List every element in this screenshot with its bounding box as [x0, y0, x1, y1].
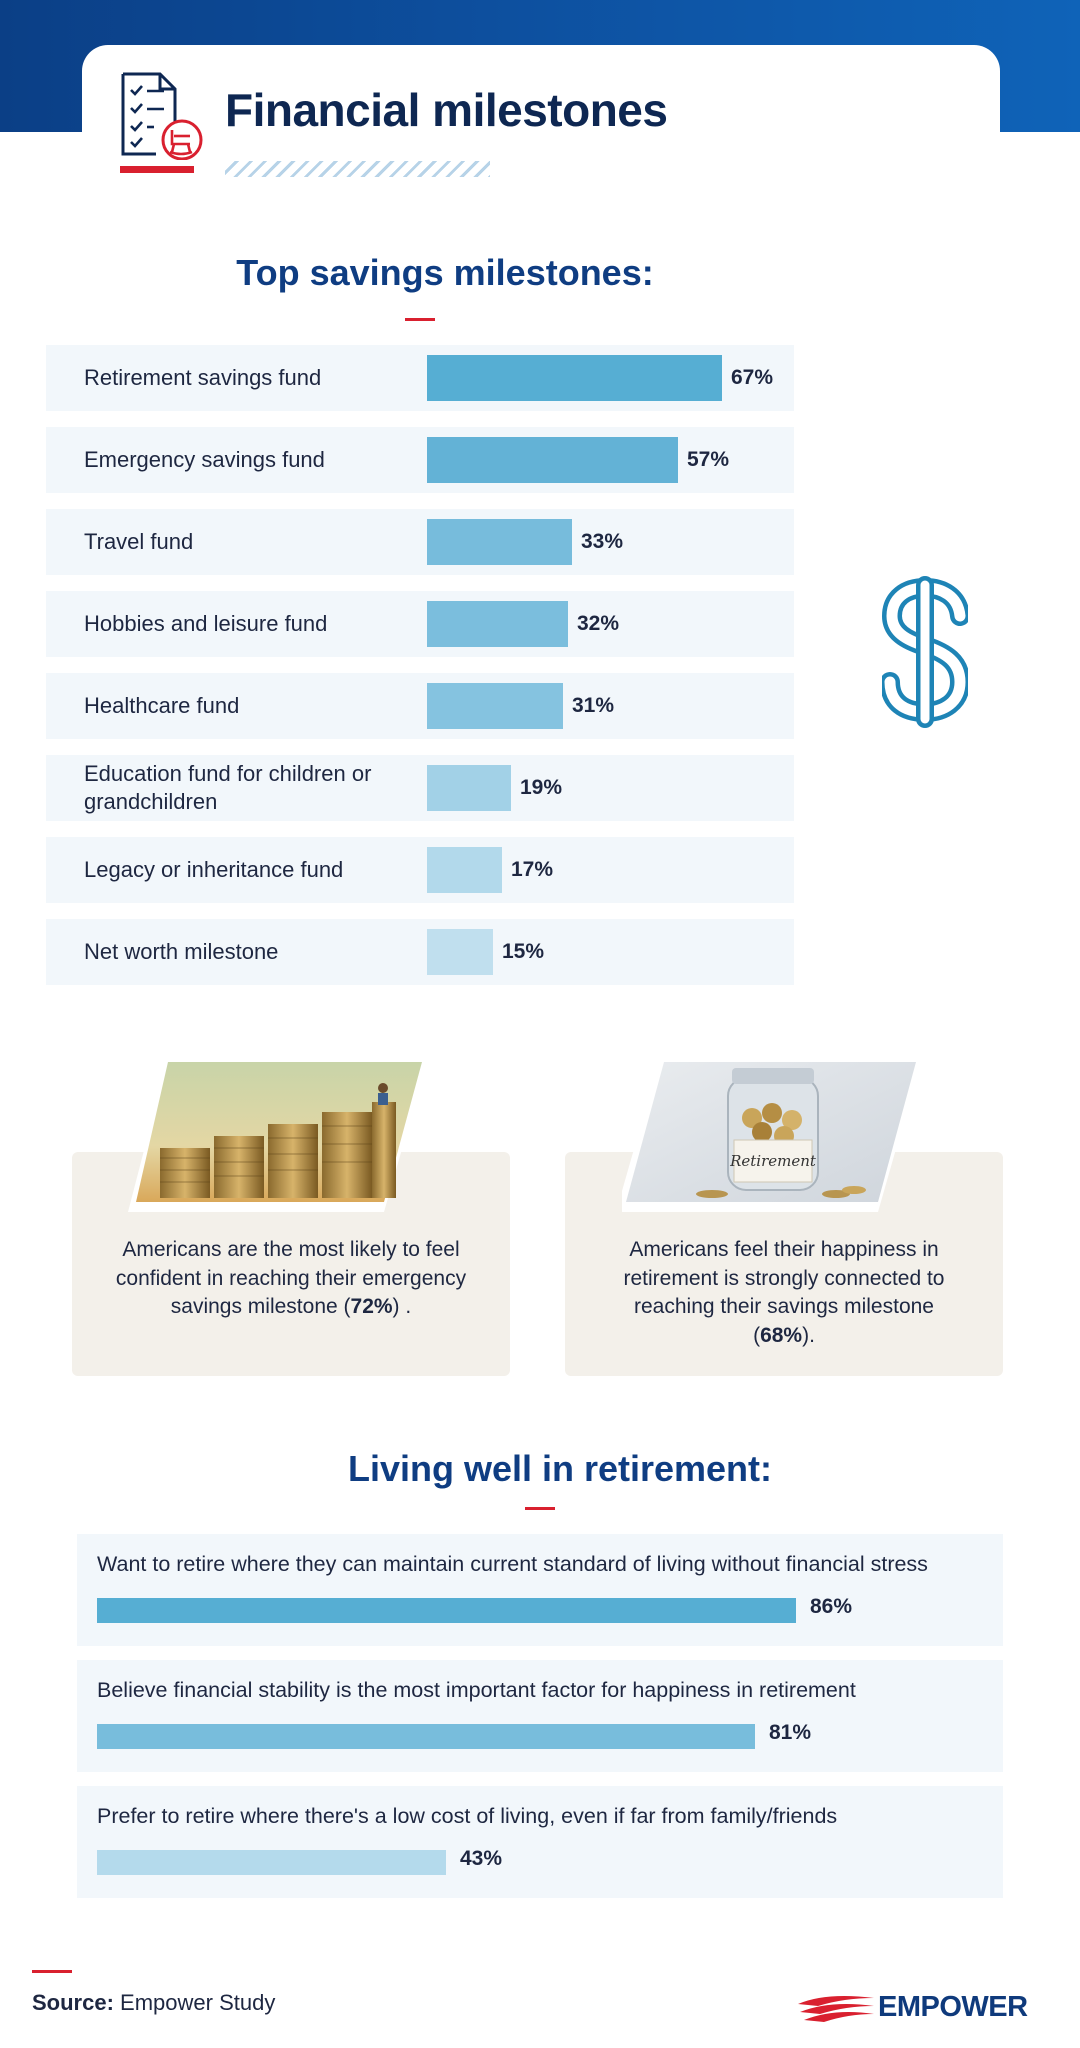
milestone-label: Education fund for children or grandchil… [84, 761, 372, 814]
callout-text-retirement: Americans feel their happiness in retire… [604, 1236, 964, 1350]
retirement-label: Prefer to retire where there's a low cos… [97, 1804, 838, 1828]
milestone-row: Net worth milestone 15% [46, 919, 794, 985]
source-dash [32, 1970, 72, 1973]
milestone-bar [427, 765, 511, 811]
retirement-value-label: 86% [810, 1595, 853, 1618]
page-title: Financial milestones [225, 84, 668, 136]
milestone-bar [427, 929, 493, 975]
empower-logo: EMPOWER [796, 1990, 1041, 2024]
milestone-bar [427, 437, 678, 483]
callout-text-retirement-part2: ). [802, 1323, 815, 1347]
milestone-bar [427, 847, 502, 893]
source-label: Source: [32, 1990, 114, 2015]
milestone-value-label: 19% [520, 776, 563, 799]
callout-highlight-retirement: 68% [760, 1323, 803, 1347]
title-hatch-decoration [225, 161, 490, 177]
retirement-title-dash [525, 1507, 555, 1510]
milestone-label: Healthcare fund [84, 693, 240, 718]
header-accent-bar [120, 166, 194, 173]
jar-label: Retirement [729, 1152, 817, 1170]
savings-chart-title: Top savings milestones: [236, 252, 654, 293]
retirement-chart-title: Living well in retirement: [347, 1448, 773, 1489]
retirement-value-label: 81% [769, 1721, 812, 1744]
milestone-row: Travel fund 33% [46, 509, 794, 575]
milestone-label: Legacy or inheritance fund [84, 857, 344, 882]
checklist-rocking-chair-icon [121, 72, 203, 160]
milestone-bar [427, 683, 563, 729]
milestone-label: Travel fund [84, 529, 194, 554]
milestone-label: Net worth milestone [84, 939, 279, 964]
retirement-row: Prefer to retire where there's a low cos… [77, 1786, 1003, 1898]
callout-text-emergency-part1: Americans are the most likely to feel co… [115, 1238, 467, 1318]
retirement-row: Want to retire where they can maintain c… [77, 1534, 1003, 1646]
milestone-value-label: 67% [731, 366, 774, 389]
retirement-coin-jar-photo: Retirement [622, 1058, 922, 1212]
milestone-label: Emergency savings fund [84, 447, 325, 472]
milestone-row: Emergency savings fund 57% [46, 427, 794, 493]
milestone-value-label: 17% [511, 858, 554, 881]
milestone-value-label: 31% [572, 694, 615, 717]
callout-highlight-emergency: 72% [350, 1295, 393, 1318]
milestone-value-label: 15% [502, 940, 545, 963]
milestone-row: Legacy or inheritance fund 17% [46, 837, 794, 903]
stacked-coins-photo [128, 1058, 428, 1212]
milestone-value-label: 32% [577, 612, 620, 635]
milestone-row: Hobbies and leisure fund 32% [46, 591, 794, 657]
header-card: Financial milestones [82, 45, 1000, 215]
milestone-row: Retirement savings fund 67% [46, 345, 794, 411]
empower-logo-text: EMPOWER [878, 1991, 1028, 2023]
retirement-row: Believe financial stability is the most … [77, 1660, 1003, 1772]
milestone-label: Hobbies and leisure fund [84, 611, 328, 636]
milestone-row: Healthcare fund 31% [46, 673, 794, 739]
callout-text-emergency-part2: ) . [392, 1295, 412, 1318]
retirement-label: Believe financial stability is the most … [97, 1678, 856, 1702]
savings-title-dash [405, 318, 435, 321]
callout-text-retirement-part1: Americans feel their happiness in retire… [623, 1238, 945, 1347]
milestone-value-label: 33% [581, 530, 624, 553]
callout-text-emergency: Americans are the most likely to feel co… [111, 1236, 471, 1322]
retirement-value-label: 43% [460, 1847, 503, 1870]
source-text: Empower Study [120, 1990, 276, 2015]
source-note: Source: Empower Study [32, 1990, 275, 2016]
retirement-label: Want to retire where they can maintain c… [97, 1552, 928, 1576]
milestone-bar [427, 355, 722, 401]
dollar-sign-icon [882, 576, 968, 728]
milestone-bar [427, 601, 568, 647]
milestone-value-label: 57% [687, 448, 730, 471]
retirement-bar [97, 1598, 796, 1623]
retirement-bar [97, 1850, 446, 1875]
milestone-bar [427, 519, 572, 565]
milestone-row: Education fund for children or grandchil… [46, 755, 794, 821]
empower-logo-mark [798, 1996, 874, 2022]
milestone-label: Retirement savings fund [84, 365, 322, 390]
retirement-bar [97, 1724, 755, 1749]
